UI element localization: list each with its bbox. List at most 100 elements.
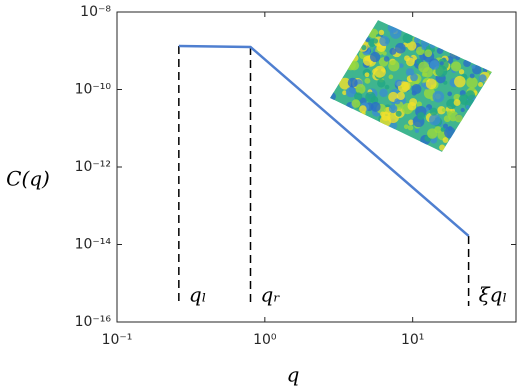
surface-bump: [454, 75, 466, 88]
surface-bump: [410, 73, 418, 82]
surface-bump: [398, 63, 404, 68]
surface-bump: [425, 78, 437, 90]
surface-bump: [418, 61, 430, 73]
surface-bump: [342, 90, 347, 96]
data-line: [178, 44, 470, 237]
surface-bump: [370, 101, 381, 112]
y-tick-label: 10⁻¹⁰: [75, 82, 112, 98]
surface-bump: [442, 123, 449, 129]
surface-bump: [361, 44, 367, 51]
surface-bump: [359, 105, 367, 113]
surface-bump: [446, 110, 452, 116]
surface-bump: [478, 74, 487, 83]
surface-bump: [381, 111, 391, 121]
surface-bump: [339, 77, 352, 90]
surface-bump: [464, 99, 477, 111]
surface-bump: [466, 76, 478, 89]
y-tick-label: 10⁻¹⁴: [75, 237, 112, 253]
surface-bump: [439, 61, 444, 66]
surface-bump: [347, 77, 358, 88]
surface-bump: [429, 114, 441, 126]
surface-bump: [449, 50, 458, 59]
surface-bump: [354, 92, 363, 101]
surface-bump: [465, 104, 470, 110]
surface-bump: [396, 91, 405, 101]
surface-bump: [478, 82, 484, 88]
surface-bump: [378, 29, 385, 36]
surface-bump: [450, 61, 462, 72]
x-axis-label: q: [287, 363, 300, 387]
surface-bump: [379, 88, 388, 98]
surface-bump: [411, 83, 422, 95]
surface-bump: [406, 41, 417, 51]
surface-bump: [372, 38, 379, 44]
surface-bump: [454, 114, 463, 123]
surface-bump: [395, 110, 402, 117]
surface-bump: [384, 84, 390, 90]
surface-bump: [443, 115, 451, 123]
surface-bump: [364, 72, 370, 78]
surface-bump: [429, 107, 438, 116]
surface-bump: [389, 47, 397, 55]
surface-bump: [364, 77, 371, 84]
surface-bump: [403, 124, 409, 130]
surface-inset: [330, 20, 492, 152]
surface-bump: [408, 119, 414, 126]
x-tick-label: 10⁻¹: [102, 332, 133, 348]
surface-bump: [394, 98, 401, 105]
y-tick-label: 10⁻¹²: [75, 159, 111, 175]
surface-bump: [441, 107, 446, 113]
surface-bump: [447, 126, 453, 131]
surface-bump: [436, 47, 444, 55]
surface-bump: [387, 22, 398, 33]
surface-bump: [460, 107, 465, 113]
surface-bump: [330, 92, 336, 102]
surface-bump: [463, 59, 471, 67]
y-tick-label: 10⁻¹⁶: [75, 314, 112, 330]
surface-bump: [373, 65, 386, 78]
surface-bump: [458, 69, 465, 75]
surface-bump: [407, 101, 417, 111]
surface-bump: [345, 86, 357, 98]
surface-bump: [413, 36, 420, 43]
surface-bump: [469, 73, 475, 79]
surface-bump: [435, 65, 448, 78]
x-tick-label: 10¹: [401, 332, 424, 348]
surface-bump: [427, 128, 438, 139]
surface-bump: [355, 83, 366, 94]
surface-bump: [369, 51, 381, 63]
annotation: qᵣ: [261, 283, 281, 307]
surface-bump: [414, 128, 420, 133]
surface-bump: [429, 60, 440, 70]
surface-bump: [453, 99, 461, 106]
surface-bump: [442, 137, 449, 143]
surface-bump: [388, 104, 398, 114]
surface-bump: [417, 112, 425, 120]
surface-bump: [377, 79, 386, 88]
surface-bump: [383, 56, 390, 62]
surface-bump: [439, 144, 446, 151]
surface-bump: [432, 90, 445, 103]
surface-bump: [471, 64, 476, 69]
surface-bump: [365, 91, 376, 103]
surface-bump: [424, 49, 433, 58]
surface-bump: [388, 60, 400, 72]
annotation: qₗ: [189, 283, 207, 307]
surface-bump: [440, 127, 446, 132]
surface-bump: [416, 101, 422, 107]
surface-bump: [345, 60, 356, 71]
surface-bump: [395, 42, 406, 54]
surface-bump: [406, 57, 415, 67]
surface-bump: [447, 91, 453, 97]
surface-bump: [465, 90, 476, 100]
surface-bump: [351, 99, 361, 108]
y-axis-label: C(q): [6, 167, 50, 191]
annotation: ξqₗ: [479, 283, 508, 307]
x-tick-label: 10⁰: [253, 332, 277, 348]
surface-bump: [394, 79, 402, 87]
surface-bump: [429, 43, 436, 49]
surface-bump: [388, 74, 394, 80]
surface-bump: [420, 38, 430, 47]
surface-bump: [379, 35, 390, 47]
